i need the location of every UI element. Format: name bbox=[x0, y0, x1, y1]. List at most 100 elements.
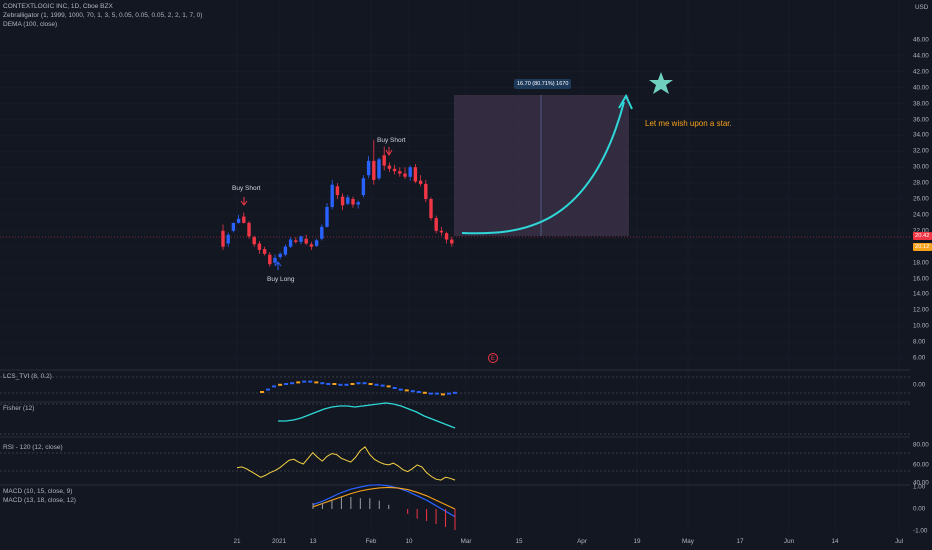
buy-short-arrow-2 bbox=[385, 147, 393, 156]
candle-body bbox=[366, 160, 371, 176]
time-tick: Feb bbox=[365, 538, 377, 545]
lcs-mark bbox=[260, 391, 264, 393]
rsi-tick: 60.00 bbox=[913, 461, 929, 469]
lcs-tick: 0.00 bbox=[913, 381, 926, 389]
candle-body bbox=[247, 222, 251, 237]
price-tick: 6.00 bbox=[913, 354, 926, 362]
candle-body bbox=[361, 178, 366, 196]
candle-body bbox=[252, 237, 256, 245]
candle-body bbox=[304, 238, 308, 244]
candle-body bbox=[413, 167, 418, 182]
currency-label: USD bbox=[915, 4, 929, 11]
price-tick: 10.00 bbox=[913, 322, 929, 330]
lcs-mark bbox=[416, 391, 421, 393]
time-tick: 14 bbox=[831, 538, 839, 545]
candle-body bbox=[408, 167, 412, 177]
candle-body bbox=[392, 168, 397, 172]
lcs-mark bbox=[398, 388, 403, 391]
lcs-mark bbox=[453, 391, 457, 394]
macd-line-1 bbox=[312, 484, 456, 518]
macd-line-2 bbox=[312, 486, 456, 510]
candle-body bbox=[268, 254, 272, 265]
candle-body bbox=[377, 159, 381, 179]
candles bbox=[221, 140, 454, 267]
last-price-badge: 20.42 bbox=[913, 232, 932, 240]
candle-body bbox=[356, 202, 360, 205]
buy-long-label: Buy Long bbox=[267, 276, 295, 283]
dema-price-badge: 20.12 bbox=[913, 243, 932, 251]
rsi-label[interactable]: RSI - 120 (12, close) bbox=[3, 444, 63, 451]
lcs-mark bbox=[290, 382, 295, 385]
price-tick: 40.00 bbox=[913, 84, 929, 92]
price-tick: 36.00 bbox=[913, 116, 929, 123]
candle-body bbox=[444, 233, 449, 240]
projection-curve bbox=[461, 101, 625, 235]
candle-body bbox=[288, 239, 293, 247]
fisher-line bbox=[278, 402, 456, 429]
candle-body bbox=[226, 234, 230, 244]
candle-body bbox=[320, 226, 324, 239]
price-tick: 30.00 bbox=[913, 163, 929, 171]
rsi-line bbox=[236, 446, 456, 481]
star-icon bbox=[649, 72, 673, 94]
candle-body bbox=[283, 246, 288, 255]
lcs-mark bbox=[314, 381, 319, 384]
macd-tick: 1.00 bbox=[913, 483, 926, 491]
dema-legend[interactable]: DEMA (100, close) bbox=[3, 21, 58, 28]
time-tick: 15 bbox=[515, 538, 523, 545]
lcs-mark bbox=[302, 380, 307, 383]
symbol-legend[interactable]: CONTEXTLOGIC INC, 1D, Cboe BZX bbox=[3, 3, 113, 10]
macd-label-2[interactable]: MACD (13, 18, close, 12) bbox=[3, 497, 76, 504]
lcs-mark bbox=[362, 382, 367, 385]
lcs-mark bbox=[422, 391, 427, 394]
price-tick: 8.00 bbox=[913, 338, 926, 346]
lcs-mark bbox=[320, 382, 325, 385]
time-tick: 10 bbox=[405, 538, 413, 545]
projection-arrowhead bbox=[618, 93, 633, 110]
candle-body bbox=[439, 230, 444, 233]
macd-label-1[interactable]: MACD (10, 15, close, 9) bbox=[3, 488, 73, 495]
lcs-mark bbox=[350, 383, 355, 385]
wish-text: Let me wish upon a star. bbox=[645, 119, 732, 128]
lcs-mark bbox=[326, 383, 331, 385]
time-tick: Apr bbox=[577, 538, 587, 545]
earnings-icon[interactable]: E bbox=[488, 353, 498, 363]
rsi-tick: 80.00 bbox=[913, 441, 929, 449]
candle-body bbox=[418, 180, 423, 184]
buy-short-arrow-1 bbox=[240, 197, 248, 206]
lcs-mark bbox=[386, 385, 391, 388]
buy-long-arrow bbox=[274, 261, 282, 270]
lcs-mark bbox=[392, 387, 397, 389]
lcs-label[interactable]: LCS_TVI (8, 0.2) bbox=[3, 373, 52, 380]
price-tick: 28.00 bbox=[913, 179, 929, 187]
measure-box bbox=[454, 95, 629, 236]
candle-body bbox=[325, 206, 329, 227]
lcs-tvi-series bbox=[260, 380, 457, 396]
lcs-mark bbox=[332, 383, 337, 385]
lcs-mark bbox=[284, 383, 289, 385]
buy-short-label-1: Buy Short bbox=[232, 185, 261, 192]
fisher-label[interactable]: Fisher (12) bbox=[3, 405, 35, 412]
time-tick: Jul bbox=[894, 538, 904, 545]
macd-histogram bbox=[312, 497, 456, 530]
lcs-mark bbox=[344, 383, 349, 386]
price-tick: 44.00 bbox=[913, 52, 929, 60]
lcs-mark bbox=[374, 383, 379, 386]
candle-body bbox=[434, 218, 438, 231]
zebralligator-legend[interactable]: Zebralligator (1, 1999, 1000, 70, 1, 3, … bbox=[3, 12, 203, 19]
time-tick: May bbox=[682, 538, 694, 545]
candle-body bbox=[314, 240, 319, 246]
measure-label: 16.70 (80.71%) 1670 bbox=[514, 79, 572, 89]
candle-body bbox=[335, 186, 340, 196]
macd-tick: 0.00 bbox=[913, 505, 926, 513]
lcs-mark bbox=[296, 381, 301, 384]
price-tick: 34.00 bbox=[913, 131, 929, 139]
price-tick: 14.00 bbox=[913, 290, 929, 298]
macd-tick: -1.00 bbox=[913, 527, 928, 535]
candle-body bbox=[221, 230, 225, 247]
candle-body bbox=[273, 257, 277, 263]
lcs-mark bbox=[440, 393, 445, 396]
lcs-mark bbox=[434, 392, 439, 395]
candle-body bbox=[429, 199, 433, 219]
